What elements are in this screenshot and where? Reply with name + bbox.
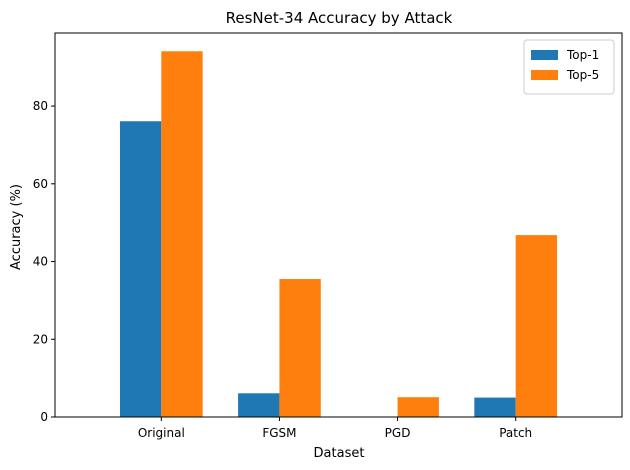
x-tick-label: Original [138,426,185,440]
y-tick-label: 60 [33,177,48,191]
bar-top-1-fgsm [238,393,280,417]
bar-top-5-original [161,51,203,417]
bar-top-1-patch [474,397,516,417]
legend-swatch-top-1 [531,50,558,60]
x-axis-label: Dataset [314,446,365,461]
x-tick-label: Patch [499,426,532,440]
x-tick-label: PGD [385,426,411,440]
y-tick-label: 0 [40,410,48,424]
legend-label-top-1: Top-1 [566,48,599,62]
y-axis-label: Accuracy (%) [9,184,24,270]
legend: Top-1 Top-5 [523,39,615,95]
chart-title: ResNet-34 Accuracy by Attack [226,9,453,27]
legend-label-top-5: Top-5 [566,68,599,82]
plot-frame [54,32,623,418]
bars-layer [119,51,558,418]
axes-layer: 0 20 40 60 80 Original FGSM PGD Patch [33,32,623,440]
y-tick-label: 80 [33,99,48,113]
y-tick-label: 20 [33,332,48,346]
legend-swatch-top-5 [531,70,558,80]
bar-top-5-pgd [397,397,439,417]
y-tick-label: 40 [33,255,48,269]
bar-top-5-fgsm [279,279,321,417]
x-tick-label: FGSM [262,426,296,440]
bar-top-5-patch [515,235,558,417]
bar-top-1-original [119,121,162,418]
